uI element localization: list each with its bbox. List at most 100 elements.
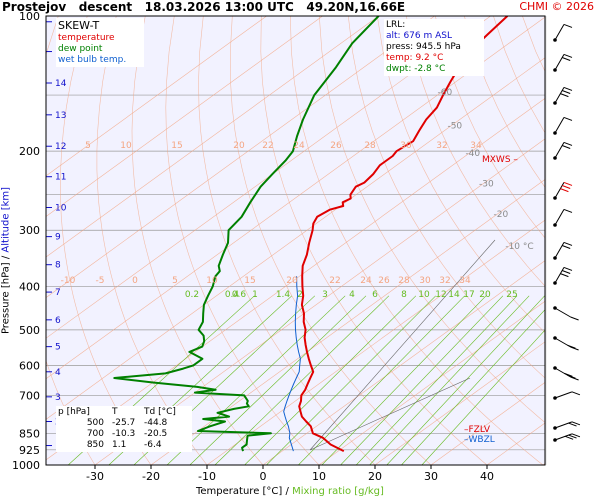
mixing-ratio-label: 0.4 bbox=[225, 290, 240, 300]
adiabat-label: 24 bbox=[360, 276, 372, 286]
lrl-title: LRL: bbox=[386, 20, 406, 30]
wind-barb-dot bbox=[553, 101, 557, 105]
x-axis-label: Temperature [°C] / Mixing ratio [g/kg] bbox=[196, 486, 384, 497]
sounding-datetime: 18.03.2026 13:00 UTC bbox=[144, 0, 294, 14]
adiabat-label: 0 bbox=[132, 276, 138, 286]
altitude-tick-label: 9 bbox=[55, 233, 61, 243]
chart-header: Prostejov descent 18.03.2026 13:00 UTC 4… bbox=[2, 0, 542, 16]
wind-barb-feather bbox=[562, 270, 571, 274]
table-header-t: T bbox=[112, 407, 118, 417]
wind-barb-dot bbox=[553, 131, 557, 135]
series-dewpoint-line bbox=[113, 16, 380, 452]
mixing-ratio-line bbox=[214, 295, 390, 465]
isotherm-line bbox=[46, 16, 323, 217]
legend-title: SKEW-T bbox=[58, 19, 100, 32]
isotherm-line bbox=[46, 16, 435, 298]
wind-barb-feather bbox=[570, 346, 579, 351]
wind-barb-feather bbox=[560, 93, 569, 98]
mixing-ratio-label: 4 bbox=[349, 290, 355, 300]
adiabat-label: 20 bbox=[286, 276, 298, 286]
wind-barb-icon bbox=[553, 433, 581, 442]
wind-barbs bbox=[545, 16, 581, 465]
adiabat-label: 34 bbox=[470, 141, 482, 151]
altitude-tick-label: 13 bbox=[55, 111, 66, 121]
altitude-tick-label: 6 bbox=[55, 316, 61, 326]
isotherm-line bbox=[206, 219, 545, 465]
isotherm-label: -10 °C bbox=[505, 242, 533, 252]
wind-barb-icon bbox=[553, 208, 573, 227]
adiabat-label: 26 bbox=[378, 276, 390, 286]
mixing-ratio-label: 25 bbox=[506, 290, 517, 300]
isotherm-line bbox=[262, 260, 545, 465]
adiabat-label: -5 bbox=[96, 276, 105, 286]
y-axis-separator: / bbox=[0, 255, 12, 260]
pressure-tick-label: 300 bbox=[19, 224, 40, 237]
adiabat-label: 34 bbox=[459, 276, 471, 286]
wbzl-marker: –WBZL bbox=[464, 435, 495, 445]
mxws-label: MXWS bbox=[482, 155, 511, 165]
adiabat-label: -10 bbox=[61, 276, 76, 286]
altitude-tick-label: 7 bbox=[55, 288, 61, 298]
station-name: Prostejov bbox=[2, 0, 67, 14]
wind-barb-staff bbox=[554, 24, 565, 41]
wind-barb-feather bbox=[563, 141, 573, 146]
table-row: 500 -25.7 -44.8 bbox=[58, 418, 190, 429]
mixing-ratio-line bbox=[321, 295, 487, 465]
wind-barb-feather bbox=[562, 57, 571, 61]
x-tick-label: -10 bbox=[198, 470, 216, 483]
wind-barb-icon bbox=[553, 391, 581, 400]
wind-barb-icon bbox=[553, 181, 573, 200]
sounding-mode: descent bbox=[78, 0, 133, 14]
wind-barb-feather bbox=[564, 372, 573, 377]
wind-barb-feather bbox=[563, 86, 573, 91]
adiabat-label: 24 bbox=[293, 141, 305, 151]
x-tick-label: 40 bbox=[480, 470, 494, 483]
dry-adiabat bbox=[131, 16, 264, 465]
lrl-dwpt: dwpt: -2.8 °C bbox=[386, 64, 446, 74]
wind-barb-icon bbox=[553, 86, 573, 105]
altitude-tick-label: 5 bbox=[55, 343, 61, 353]
mixing-ratio-label: 10 bbox=[418, 290, 430, 300]
dry-adiabat bbox=[198, 16, 376, 465]
wind-barb-feather bbox=[563, 53, 573, 58]
station-coords: 49.20N,16.66E bbox=[306, 0, 406, 14]
x-tick-label: 20 bbox=[368, 470, 382, 483]
wind-barb-dot bbox=[553, 156, 557, 160]
wind-barb-staff bbox=[554, 209, 565, 226]
x-axis-separator: / bbox=[285, 486, 289, 497]
mxws-marker: MXWS – bbox=[482, 155, 518, 165]
wind-barb-feather bbox=[567, 344, 576, 349]
wind-barb-staff bbox=[554, 142, 565, 159]
plot-frame bbox=[45, 15, 546, 466]
adiabat-label: 32 bbox=[436, 141, 447, 151]
label-layer: -80 °C-70-60-50-40-30-20-10 °C0.20.40.61… bbox=[12, 10, 534, 483]
mixing-ratio-label: 14 bbox=[448, 290, 460, 300]
wind-barb-staff bbox=[554, 87, 565, 104]
wind-barb-dot bbox=[553, 336, 557, 340]
mixing-ratio-label: 1 bbox=[252, 290, 258, 300]
wind-barb-feather bbox=[560, 273, 569, 278]
wind-barb-feather bbox=[563, 116, 573, 121]
dry-adiabat bbox=[551, 16, 600, 465]
pressure-tick-label: 400 bbox=[19, 280, 40, 293]
wind-barb-icon bbox=[553, 53, 573, 72]
wind-barb-dot bbox=[553, 68, 557, 72]
isotherm-label: -30 bbox=[479, 180, 494, 190]
mixing-ratio-line bbox=[340, 295, 504, 465]
legend-dewpoint: dew point bbox=[58, 44, 103, 54]
adiabat-label: 26 bbox=[330, 141, 342, 151]
wind-barb-feather bbox=[563, 208, 573, 213]
wind-barb-dot bbox=[553, 196, 557, 200]
isotherm-line bbox=[430, 382, 545, 465]
wind-barb-dot bbox=[553, 38, 557, 42]
series-layer bbox=[113, 16, 509, 452]
wind-barb-dot bbox=[553, 223, 557, 227]
wind-barb-feather bbox=[563, 266, 573, 271]
altitude-tick-label: 14 bbox=[55, 79, 67, 89]
wind-barb-dot bbox=[553, 256, 557, 260]
wind-barb-feather bbox=[567, 374, 576, 379]
mixing-ratio-label: 1.4 bbox=[276, 290, 291, 300]
legend-box: SKEW-T temperature dew point wet bulb te… bbox=[56, 18, 144, 67]
table-cell-td: -44.8 bbox=[144, 418, 168, 428]
dry-adiabat bbox=[165, 16, 320, 465]
